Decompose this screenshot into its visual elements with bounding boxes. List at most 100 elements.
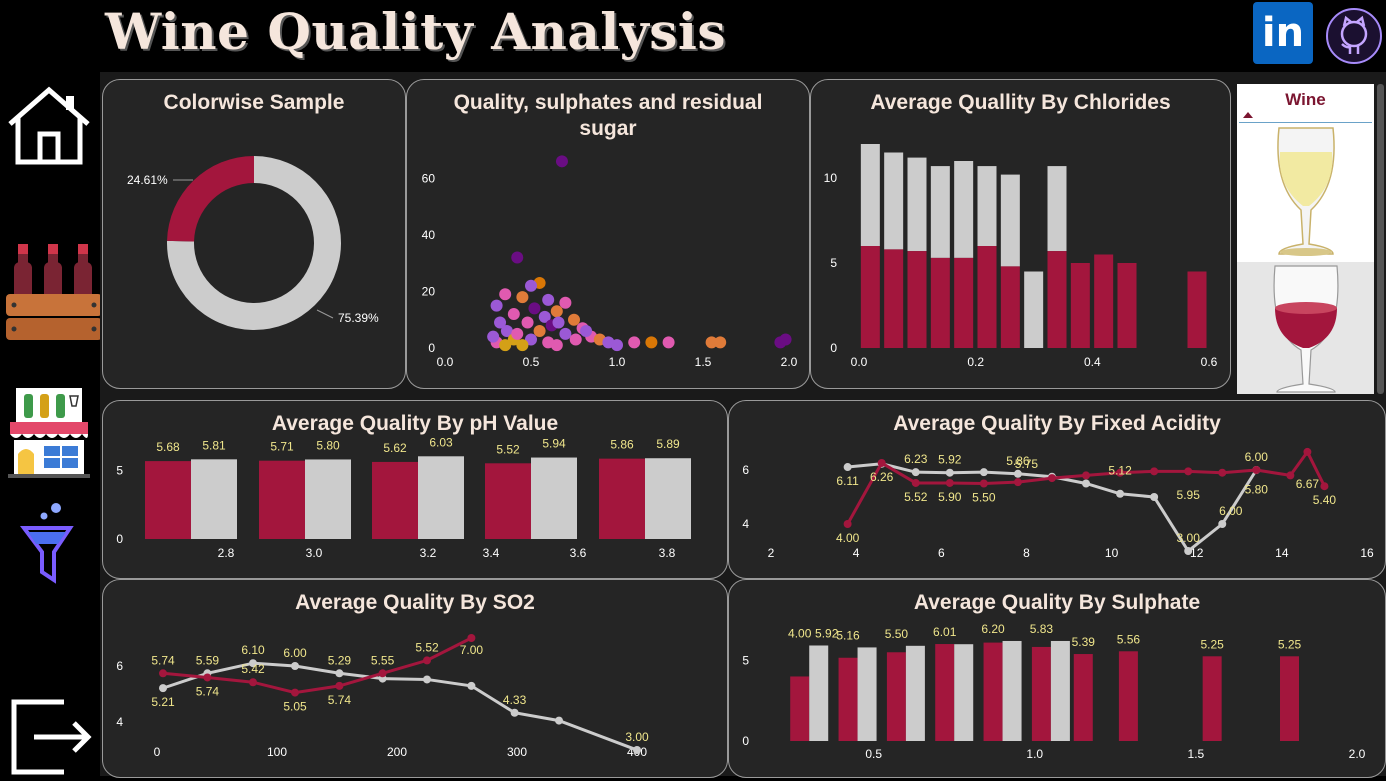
series-point — [1184, 467, 1193, 476]
acidity-chart: 4 6 2 4 6 8 10 12 14 16 4.00 6.11 6.26 6.23 5.92 5.52 5.… — [742, 447, 1374, 560]
linkedin-button[interactable]: in — [1253, 2, 1313, 64]
series-point — [291, 688, 299, 697]
series-point — [555, 716, 563, 725]
series-point — [945, 468, 954, 477]
chlorides-bar-red — [884, 249, 904, 348]
github-button[interactable] — [1326, 8, 1382, 64]
page-title: Wine Quality Analysis — [105, 2, 727, 61]
x-tick-label: 1.0 — [1026, 747, 1043, 761]
slicer-scrollbar[interactable] — [1377, 84, 1384, 394]
donut-chart: 24.61% 75.39% — [127, 156, 379, 330]
sulphate-title: Average Quality By Sulphate — [913, 591, 1201, 614]
x-tick-label: 2.0 — [781, 355, 798, 369]
y-tick-label: 5 — [116, 463, 123, 477]
x-tick-label: 2.8 — [218, 546, 235, 560]
ph-data-label: 5.52 — [496, 442, 520, 456]
data-label: 7.00 — [460, 643, 484, 657]
series-point — [1150, 493, 1159, 501]
series-point — [203, 673, 212, 682]
x-tick-label: 0.5 — [523, 355, 540, 369]
ph-data-label: 5.94 — [542, 437, 566, 451]
scatter-point — [552, 316, 565, 329]
ph-data-label: 5.80 — [316, 438, 340, 452]
ph-bar-white — [305, 459, 351, 539]
x-tick-label: 8 — [1023, 546, 1030, 560]
series-point — [1184, 547, 1193, 555]
series-point — [1047, 474, 1056, 483]
x-tick-label: 200 — [387, 745, 407, 759]
scatter-point — [538, 310, 551, 323]
series-point — [1320, 482, 1329, 491]
nav-wine-shop-button[interactable] — [4, 384, 96, 479]
chlorides-bar-red — [1117, 263, 1137, 348]
series-point — [1252, 466, 1261, 474]
scatter-point — [499, 288, 512, 301]
chlorides-bar-white — [1000, 174, 1020, 267]
sulphate-bar-red — [790, 676, 810, 741]
scatter-point — [516, 339, 529, 352]
ph-bar-white — [645, 458, 691, 539]
ph-bar-white — [531, 457, 577, 539]
data-label: 3.00 — [625, 730, 649, 744]
sulphate-data-label: 5.50 — [885, 627, 909, 641]
collapse-arrow-icon[interactable] — [1243, 112, 1253, 118]
acidity-panel: Average Quality By Fixed Acidity 4 6 2 4 6 8 1… — [728, 400, 1386, 579]
data-label: 5.74 — [151, 653, 175, 667]
donut-label: 24.61% — [127, 173, 168, 187]
chlorides-bar-red — [1070, 263, 1090, 348]
chlorides-bar-white — [1047, 166, 1067, 252]
x-tick-label: 1.5 — [1188, 747, 1205, 761]
sulphate-data-label: 5.92 — [815, 626, 839, 640]
scatter-point — [559, 296, 572, 309]
data-label: 5.75 — [1015, 457, 1039, 471]
series-point — [335, 681, 344, 690]
scatter-point — [528, 302, 541, 315]
data-label: 5.95 — [1177, 488, 1201, 502]
scatter-point — [569, 333, 582, 346]
nav-filter-button[interactable] — [4, 500, 96, 590]
series-point — [1082, 471, 1091, 480]
scatter-point — [550, 305, 563, 318]
chlorides-bar-red — [1047, 251, 1067, 348]
series-point — [1218, 468, 1227, 477]
x-tick-label: 0.2 — [967, 355, 984, 369]
data-label: 5.05 — [283, 700, 307, 714]
y-tick-label: 4 — [116, 715, 123, 729]
data-label: 6.10 — [241, 643, 265, 657]
scatter-point — [525, 279, 537, 292]
data-label: 5.90 — [938, 490, 962, 504]
github-icon — [1340, 15, 1368, 54]
data-label: 5.55 — [371, 653, 395, 667]
chlorides-bar-red — [1000, 266, 1020, 348]
sulphate-bar-red — [1073, 654, 1093, 741]
scatter-point — [494, 316, 507, 329]
nav-wine-crate-button[interactable] — [4, 240, 102, 345]
series-point — [1116, 468, 1125, 477]
data-label: 5.52 — [415, 640, 439, 654]
series-point — [378, 669, 387, 678]
scatter-point — [628, 336, 641, 349]
chlorides-bar-red — [860, 246, 880, 348]
chlorides-bar-white — [954, 161, 974, 258]
ph-data-label: 5.89 — [656, 437, 680, 451]
nav-exit-button[interactable] — [4, 696, 96, 776]
chlorides-bar-red — [977, 246, 997, 348]
ph-bar-red — [145, 461, 191, 539]
y-tick-label: 4 — [742, 517, 749, 531]
x-tick-label: 3.2 — [420, 546, 437, 560]
ph-bar-white — [191, 459, 237, 539]
scatter-panel: Quality, sulphates and residual sugar 0 2… — [406, 79, 810, 389]
y-tick-label: 0 — [116, 532, 123, 546]
donut-label: 75.39% — [338, 311, 379, 325]
series-point — [843, 463, 852, 472]
slicer-option-white[interactable] — [1237, 124, 1374, 260]
sulphate-data-label: 6.01 — [933, 625, 957, 639]
nav-home-button[interactable] — [4, 84, 96, 168]
series-point — [467, 634, 476, 642]
data-label: 5.12 — [1108, 464, 1132, 478]
x-tick-label: 0.6 — [1201, 355, 1218, 369]
ph-bar-red — [485, 463, 531, 539]
wine-slicer-header: Wine — [1285, 90, 1326, 109]
scatter-point — [580, 325, 593, 338]
slicer-option-red[interactable] — [1237, 262, 1374, 394]
